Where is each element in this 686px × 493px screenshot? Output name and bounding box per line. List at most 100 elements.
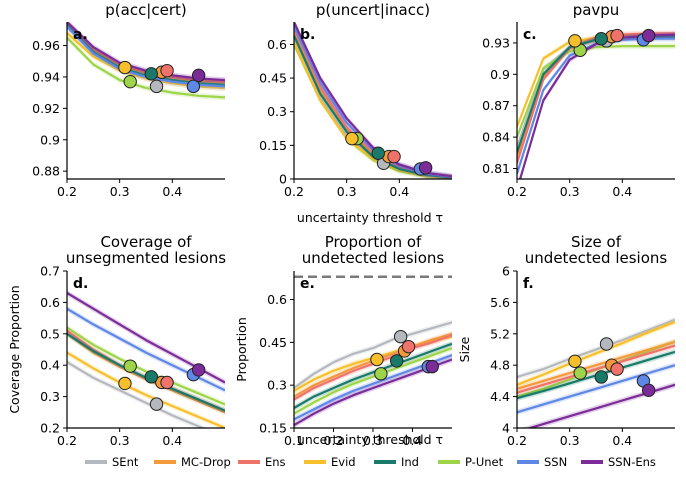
legend-item: SSN-Ens (581, 455, 656, 469)
legend-item: Ens (238, 455, 286, 469)
series-band-Ind (294, 32, 452, 179)
y-tick-label: 0.7 (40, 264, 60, 279)
marker-SSN-Ens (418, 161, 433, 175)
panel-c: pavpu 0.2 0.3 0.4 0.81 0.84 0.87 0.9 0.93 c. (482, 1, 675, 199)
marker-SSN-Ens (641, 383, 656, 398)
y-tick-label: 0.9 (40, 132, 60, 147)
y-axis-label: Size (457, 336, 472, 362)
x-tick-label: 0.1 (284, 433, 304, 448)
series-band-Ens (67, 327, 225, 414)
y-tick-label: 0.4 (40, 358, 60, 373)
y-tick-label: 0.15 (259, 421, 287, 436)
legend-item: Evid (304, 455, 356, 469)
marker-SSN-Ens (191, 68, 206, 83)
x-tick-label: 0.3 (363, 433, 383, 448)
y-tick-label: 0.96 (32, 38, 60, 53)
marker-Ens (401, 339, 416, 354)
x-tick-label: 0.2 (57, 433, 77, 448)
y-tick-label: 0.3 (267, 104, 287, 119)
legend-item: Ind (374, 455, 419, 469)
x-tick-label: 0.2 (324, 433, 344, 448)
series-band-P-Unet (294, 41, 452, 179)
chart-title-line: undetected lesions (525, 249, 668, 267)
y-tick-label: 5.2 (490, 326, 510, 341)
marker-Ens (387, 149, 401, 164)
marker-SSN-Ens (425, 359, 439, 374)
y-axis-label: Proportion (234, 317, 249, 382)
chart-title: p(uncert|inacc) (316, 1, 430, 19)
x-tick-label: 0.2 (284, 184, 304, 199)
series-line-P-Unet (67, 36, 225, 99)
series-group (517, 30, 675, 179)
series-line-MC-Drop (517, 340, 675, 390)
y-tick-label: 0.45 (259, 335, 287, 350)
x-tick-label: 0.4 (612, 184, 632, 199)
series-group (67, 22, 225, 101)
chart-title-line: Coverage of (100, 233, 192, 251)
marker-Evid (345, 131, 359, 146)
marker-P-Unet (374, 367, 388, 381)
marker-P-Unet (123, 74, 137, 89)
y-tick-label: 0.6 (267, 37, 287, 52)
marker-Ens (160, 375, 174, 390)
marker-P-Unet (123, 359, 137, 373)
marker-P-Unet (573, 366, 587, 380)
y-tick-label: 0 (279, 172, 287, 187)
x-tick-label: 0.4 (403, 433, 423, 448)
legend-item: P-Unet (438, 455, 504, 469)
y-tick-label: 0.6 (40, 295, 60, 310)
x-tick-label: 0.4 (162, 433, 182, 448)
marker-Ind (144, 370, 158, 384)
legend-item: MC-Drop (154, 455, 231, 469)
y-tick-label: 0.5 (40, 326, 60, 341)
x-tick-label: 0.4 (162, 184, 182, 199)
series-line-Ind (294, 342, 452, 409)
x-axis-label-top: uncertainty threshold τ (297, 210, 443, 225)
marker-Evid (370, 352, 384, 367)
legend-label: Ens (265, 455, 286, 469)
series-band-Evid (67, 349, 225, 428)
y-tick-label: 0.45 (259, 71, 287, 86)
y-tick-label: 0.93 (482, 35, 510, 50)
y-tick-label: 0.84 (482, 130, 510, 145)
y-tick-label: 0.92 (32, 101, 60, 116)
series-band-P-Unet (67, 324, 225, 408)
series-band-SEnt (517, 34, 675, 151)
series-line-P-Unet (294, 347, 452, 415)
panel-letter: f. (523, 276, 534, 292)
marker-Evid (118, 60, 132, 75)
legend-label: SEnt (112, 455, 139, 469)
legend-label: Evid (331, 455, 356, 469)
series-line-Ens (517, 344, 675, 394)
marker-SSN (186, 79, 201, 94)
panel-letter: b. (300, 27, 315, 43)
legend-label: MC-Drop (181, 455, 231, 469)
marker-Evid (568, 354, 582, 368)
panel-letter: a. (73, 27, 88, 43)
series-group (294, 319, 452, 428)
marker-Ind (594, 32, 608, 46)
marker-Ind (371, 146, 385, 160)
chart-title: p(acc|cert) (105, 1, 187, 19)
marker-SEnt (599, 337, 614, 351)
series-line-SEnt (517, 318, 675, 379)
x-tick-label: 0.3 (337, 184, 357, 199)
series-line-P-Unet (517, 45, 675, 138)
legend-item: SSN (517, 455, 567, 469)
x-tick-label: 0.2 (507, 184, 527, 199)
panel-letter: d. (73, 276, 88, 292)
chart-title-line: unsegmented lesions (66, 249, 226, 267)
y-tick-label: 0.94 (32, 69, 60, 84)
series-line-Evid (517, 320, 675, 386)
series-line-SSN (517, 364, 675, 414)
y-tick-label: 4.4 (490, 389, 510, 404)
y-axis-label: Coverage Proportion (7, 285, 22, 413)
x-tick-label: 0.3 (560, 433, 580, 448)
marker-SEnt (393, 329, 408, 344)
legend-label: Ind (401, 455, 419, 469)
y-tick-label: 0.81 (482, 161, 510, 176)
legend-label: P-Unet (465, 455, 504, 469)
series-band-SSN-Ens (520, 382, 675, 428)
